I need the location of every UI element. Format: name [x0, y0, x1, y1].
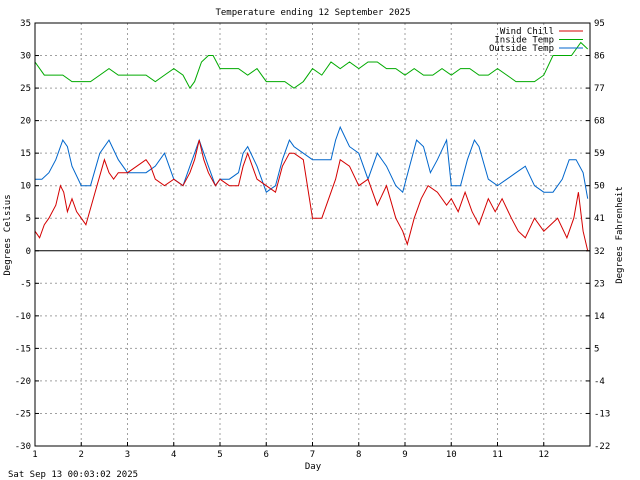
- y-tick-label: -25: [15, 409, 31, 419]
- axis-ticks: 1 2 3 4 5 6 7 8 9 10 11 12-30-25-20-15-10-505101520…: [15, 19, 611, 460]
- x-tick-label: 4: [171, 450, 176, 460]
- x-tick-label: 5: [217, 450, 222, 460]
- y2-tick-label: -4: [594, 377, 605, 387]
- y-tick-label: 20: [20, 117, 31, 127]
- y2-tick-label: 32: [594, 247, 605, 257]
- legend-label-inside-temp: Inside Temp: [494, 36, 554, 46]
- y-tick-label: 25: [20, 84, 31, 94]
- y-tick-label: 35: [20, 19, 31, 29]
- series-line-wind-chill: [34, 139, 589, 251]
- y2-tick-label: 59: [594, 149, 605, 159]
- y-axis-label-fahrenheit: Degrees Fahrenheit: [615, 186, 625, 284]
- x-tick-label: 12: [538, 450, 549, 460]
- x-tick-label: 7: [310, 450, 315, 460]
- y2-tick-label: 77: [594, 84, 605, 94]
- legend-label-outside-temp: Outside Temp: [489, 44, 554, 54]
- y2-tick-label: 41: [594, 214, 605, 224]
- legend: Wind Chill Inside Temp Outside Temp: [489, 27, 583, 54]
- grid-lines: [34, 23, 590, 446]
- x-tick-label: 10: [446, 450, 457, 460]
- y2-tick-label: 95: [594, 19, 605, 29]
- x-tick-label: 11: [492, 450, 503, 460]
- y2-tick-label: -13: [594, 409, 610, 419]
- x-tick-label: 9: [402, 450, 407, 460]
- y-axis-label-celsius: Degrees Celsius: [3, 194, 13, 275]
- y-tick-label: -20: [15, 377, 31, 387]
- x-tick-label: 3: [125, 450, 130, 460]
- chart-title: Temperature ending 12 September 2025: [215, 8, 410, 18]
- series-line-inside-temp: [34, 41, 589, 90]
- x-tick-label: 8: [356, 450, 361, 460]
- y-tick-label: 5: [26, 214, 31, 224]
- legend-label-wind-chill: Wind Chill: [500, 27, 554, 37]
- y-tick-label: 15: [20, 149, 31, 159]
- x-tick-label: 6: [264, 450, 269, 460]
- y2-tick-label: 50: [594, 182, 605, 192]
- x-axis-label: Day: [305, 462, 322, 472]
- x-tick-label: 1: [32, 450, 37, 460]
- footer-timestamp: Sat Sep 13 00:03:02 2025: [8, 470, 138, 480]
- y-tick-label: -15: [15, 344, 31, 354]
- y-tick-label: -5: [20, 279, 31, 289]
- y2-tick-label: 68: [594, 117, 605, 127]
- y2-tick-label: 23: [594, 279, 605, 289]
- y2-tick-label: 14: [594, 312, 605, 322]
- series-line-outside-temp: [35, 125, 589, 199]
- series-lines: [34, 41, 589, 251]
- y2-tick-label: -22: [594, 442, 610, 452]
- x-tick-label: 2: [79, 450, 84, 460]
- y-tick-label: 0: [26, 247, 31, 257]
- y-tick-label: 10: [20, 182, 31, 192]
- y2-tick-label: 86: [594, 52, 605, 62]
- y-tick-label: -30: [15, 442, 31, 452]
- y-tick-label: -10: [15, 312, 31, 322]
- y2-tick-label: 5: [594, 344, 599, 354]
- y-tick-label: 30: [20, 52, 31, 62]
